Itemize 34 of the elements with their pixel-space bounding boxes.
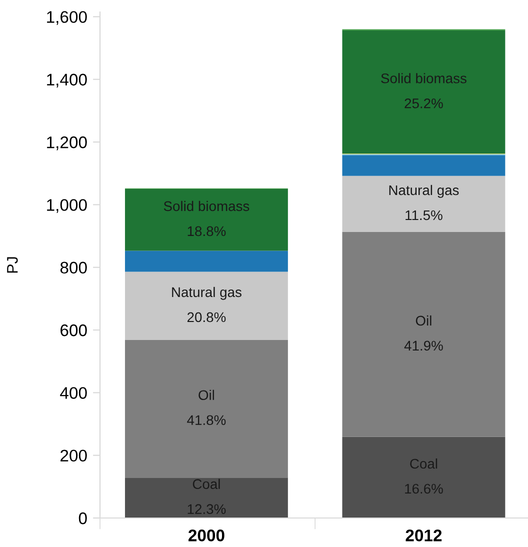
y-tick-label: 1,200 xyxy=(47,136,87,150)
bar xyxy=(342,436,506,518)
y-tick-label: 1,600 xyxy=(47,11,87,25)
series-label: Oil xyxy=(198,390,214,400)
x-tick-label: 2000 xyxy=(188,530,224,542)
y-tick-label: 400 xyxy=(60,387,87,399)
y-tick-label: 1,000 xyxy=(47,199,87,213)
bar xyxy=(124,250,288,272)
bar xyxy=(124,189,288,251)
y-tick-label: 200 xyxy=(60,450,87,462)
bar xyxy=(124,478,288,518)
y-tick-label: 1,400 xyxy=(47,74,87,88)
bar xyxy=(342,232,506,437)
annotation: 25.2% xyxy=(404,98,443,108)
series-label: Solid biomass xyxy=(164,200,250,212)
annotation: 18.8% xyxy=(188,226,226,236)
annotation: 20.8% xyxy=(187,312,226,322)
y-axis-title: PJ xyxy=(7,257,18,273)
annotation: 11.5% xyxy=(406,210,442,220)
bar xyxy=(342,176,506,232)
series-label: Natural gas xyxy=(389,184,459,198)
y-tick-label: 600 xyxy=(60,324,87,336)
bar xyxy=(124,340,288,478)
annotation: 41.9% xyxy=(404,340,443,351)
bar xyxy=(124,272,288,340)
annotation: 41.8% xyxy=(187,415,226,426)
x-tick-label: 2012 xyxy=(406,530,442,542)
bar xyxy=(342,155,506,176)
y-tick-label: 0 xyxy=(78,512,87,524)
y-tick-label: 800 xyxy=(60,262,87,274)
text: Natural gas xyxy=(172,286,242,300)
text: Solid biomass xyxy=(381,73,466,84)
bar xyxy=(342,30,506,154)
text: Oil xyxy=(416,315,432,326)
